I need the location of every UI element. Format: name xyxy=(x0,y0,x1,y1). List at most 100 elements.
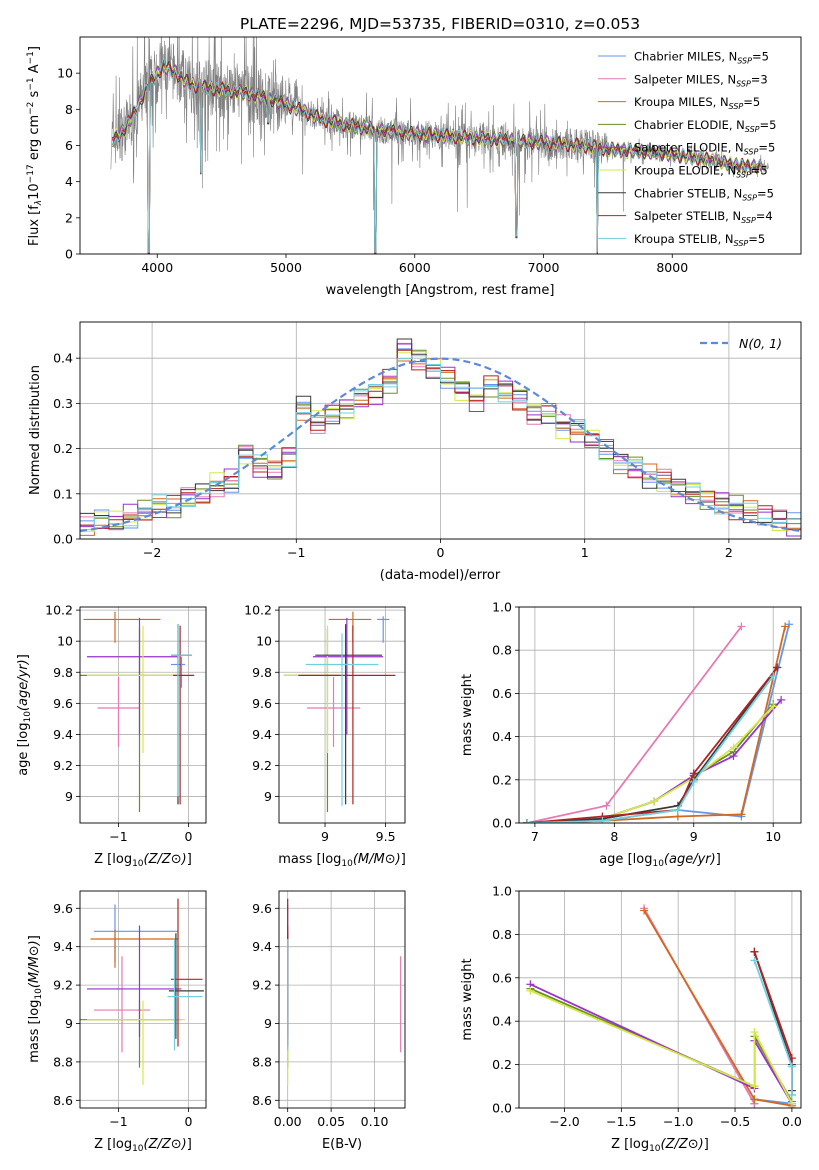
x-tick-label: −1 xyxy=(109,829,127,844)
y-tick-label: 9.2 xyxy=(53,758,73,773)
y-tick-label: 10 xyxy=(256,634,272,649)
errorbar-area xyxy=(287,898,402,1085)
y-tick-label: 10.2 xyxy=(244,603,272,618)
y-tick-label: 0.0 xyxy=(492,816,512,831)
x-tick-label: −1 xyxy=(287,545,305,560)
legend-label: Salpeter MILES, NSSP=3 xyxy=(634,72,768,88)
x-tick-label: 0 xyxy=(185,1114,193,1129)
y-tick-label: 0.6 xyxy=(492,686,512,701)
mass-weight-marker xyxy=(777,695,786,704)
y-tick-label: 9 xyxy=(65,789,73,804)
mass-weight-marker xyxy=(750,1028,759,1037)
y-tick-label: 0.4 xyxy=(492,1014,512,1029)
errorbar-area xyxy=(80,611,195,813)
y-tick-label: 9.4 xyxy=(53,939,73,954)
ticks: 7 8 9 10 0.0 0.2 0.4 0.6 0.8 1.0 xyxy=(492,600,781,845)
mass-weight-marker xyxy=(773,663,782,672)
y-axis-label: Flux [fλ10−17 erg cm−2 s−1 A−1] xyxy=(26,46,44,246)
y-tick-label: 4 xyxy=(65,174,73,189)
mass-weight-marker xyxy=(729,752,738,761)
x-tick-label: 9 xyxy=(690,829,698,844)
errorbar-area xyxy=(80,898,204,1085)
x-axis-label: mass [log10(M/M⊙)] xyxy=(278,852,406,869)
x-tick-label: −0.5 xyxy=(720,1114,750,1129)
legend-label: N(0, 1) xyxy=(739,336,782,351)
mass-weight-marker xyxy=(769,702,778,711)
y-tick-label: 9 xyxy=(264,789,272,804)
errorbar-area xyxy=(283,611,396,813)
errorbar xyxy=(87,1000,185,1085)
axes-frame xyxy=(79,321,802,540)
mass-weight-marker xyxy=(640,906,649,915)
x-axis-label: Z [log10(Z/Z⊙)] xyxy=(94,852,192,869)
x-tick-label: 9.5 xyxy=(376,829,396,844)
errorbar xyxy=(328,611,372,643)
errorbar xyxy=(87,925,182,1037)
y-tick-label: 9.4 xyxy=(53,727,73,742)
legend-label: Kroupa MILES, NSSP=5 xyxy=(634,95,760,111)
y-axis-label: Normed distribution xyxy=(28,365,43,495)
x-tick-label: 0.05 xyxy=(317,1114,345,1129)
x-tick-label: 8000 xyxy=(656,260,688,275)
mass-weight-marker xyxy=(750,956,759,965)
axes-frame xyxy=(79,36,802,255)
y-tick-label: 9.8 xyxy=(53,665,73,680)
massweight-vs-age-panel: 7 8 9 10 0.0 0.2 0.4 0.6 0.8 1.0 mass weight age [l… xyxy=(460,600,802,869)
ticks: 4000 5000 6000 7000 8000 0 2 4 6 8 10 xyxy=(57,66,688,275)
ticks: −2 −1 0 1 2 0.0 0.1 0.2 0.3 0.4 xyxy=(53,351,733,560)
mass-weight-line xyxy=(526,626,786,823)
model-spectrum-line xyxy=(111,57,763,253)
x-tick-label: 0.10 xyxy=(361,1114,389,1129)
y-axis-label: age [log10(age/yr)] xyxy=(16,654,33,776)
y-tick-label: 0.2 xyxy=(492,1057,512,1072)
grid xyxy=(519,606,801,824)
y-tick-label: 0.8 xyxy=(492,927,512,942)
errorbar xyxy=(283,625,340,754)
x-tick-label: −1.5 xyxy=(606,1114,636,1129)
axes-frame xyxy=(518,890,802,1109)
y-tick-label: 0 xyxy=(65,247,73,262)
legend-label: Chabrier MILES, NSSP=5 xyxy=(634,50,769,66)
errorbar xyxy=(97,676,140,747)
x-tick-label: 6000 xyxy=(399,260,431,275)
x-axis-label: (data-model)/error xyxy=(380,568,501,583)
mass-weight-marker xyxy=(787,1099,796,1108)
x-tick-label: 9 xyxy=(321,829,329,844)
y-tick-label: 9.4 xyxy=(252,727,272,742)
mass-weight-marker xyxy=(787,1062,796,1071)
x-tick-label: −2 xyxy=(143,545,161,560)
mass-vs-ebv-panel: 0.00 0.05 0.10 8.6 8.8 9 9.2 9.4 9.6 E(B-V) xyxy=(252,890,406,1152)
mass-weight-marker xyxy=(602,801,611,810)
mass-weight-marker xyxy=(750,1082,759,1091)
errorbar xyxy=(87,617,178,735)
y-tick-label: 0.4 xyxy=(492,729,512,744)
ticks: −2.0 −1.5 −1.0 −0.5 0.0 0.0 0.2 0.4 0.6 0.8 1.0 xyxy=(492,884,802,1130)
y-tick-label: 8.8 xyxy=(252,1054,272,1069)
errorbar xyxy=(94,956,150,1053)
legend-label: Chabrier ELODIE, NSSP=5 xyxy=(634,118,776,134)
spectrum-plot-area xyxy=(110,37,770,254)
y-tick-label: 9.6 xyxy=(252,901,272,916)
y-tick-label: 0.0 xyxy=(53,532,73,547)
spectrum-panel: 4000 5000 6000 7000 8000 0 2 4 6 8 10 wavelength [A… xyxy=(26,36,802,298)
x-tick-label: 7000 xyxy=(528,260,560,275)
y-tick-label: 9.6 xyxy=(53,696,73,711)
errorbar xyxy=(171,624,192,797)
y-tick-label: 6 xyxy=(65,138,73,153)
x-tick-label: −1 xyxy=(109,1114,127,1129)
y-tick-label: 1.0 xyxy=(492,600,512,615)
mass-weight-marker xyxy=(650,797,659,806)
mass-weight-marker xyxy=(750,1095,759,1104)
y-tick-label: 9.2 xyxy=(53,978,73,993)
figure-title: PLATE=2296, MJD=53735, FIBERID=0310, z=0… xyxy=(240,15,640,33)
massweight-vs-metallicity-panel: −2.0 −1.5 −1.0 −0.5 0.0 0.0 0.2 0.4 0.6 0.8 1.0 mas… xyxy=(460,884,802,1155)
x-axis-label: Z [log10(Z/Z⊙)] xyxy=(611,1137,709,1154)
mass-weight-marker xyxy=(689,777,698,786)
x-axis-label: age [log10(age/yr)] xyxy=(599,852,721,869)
y-tick-label: 8.6 xyxy=(53,1093,73,1108)
age-vs-metallicity-panel: −1 0 9 9.2 9.4 9.6 9.8 10 10.2 Z [log10(Z/Z⊙)] age… xyxy=(16,603,207,869)
mass-weight-marker xyxy=(750,947,759,956)
mass-weight-marker xyxy=(522,819,531,823)
legend-label: Chabrier STELIB, NSSP=5 xyxy=(634,186,774,202)
